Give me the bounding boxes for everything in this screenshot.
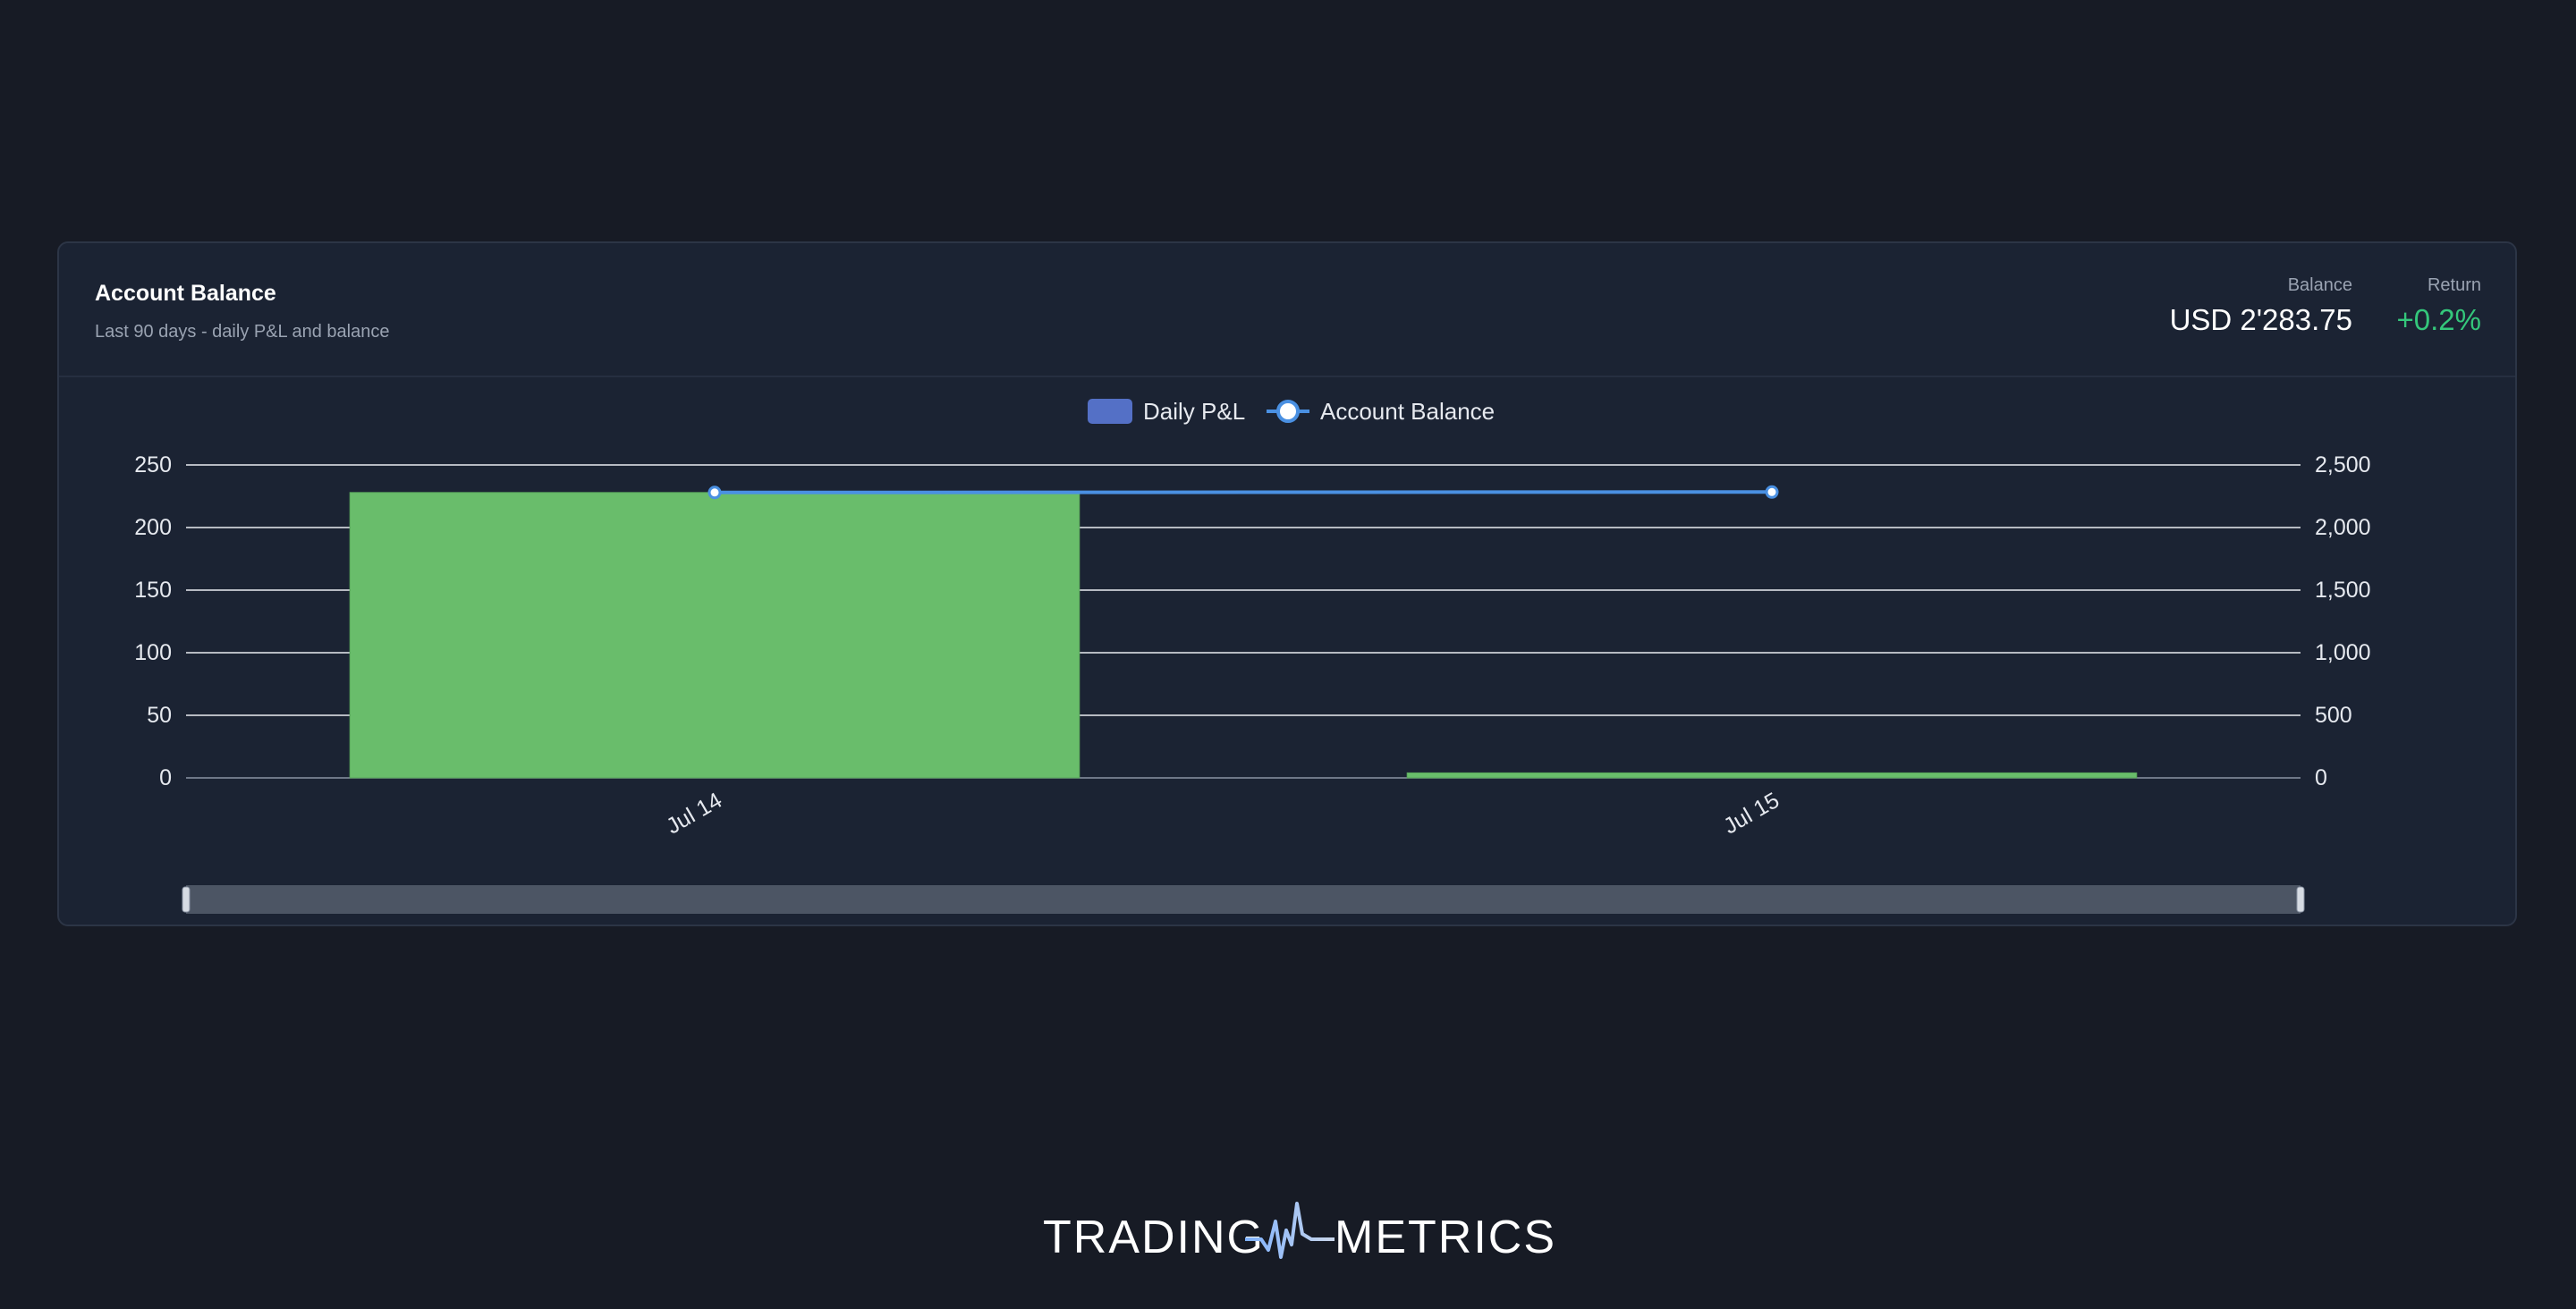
- legend-swatch-pnl[interactable]: [1088, 399, 1132, 424]
- balance-value: USD 2'283.75: [2169, 303, 2352, 336]
- balance-line: [714, 490, 1773, 494]
- left-axis-tick-label: 150: [134, 578, 172, 603]
- logo-text-left: TRADING: [1043, 1212, 1265, 1263]
- left-axis-tick-label: 200: [134, 515, 172, 540]
- left-axis-tick-label: 250: [134, 452, 172, 477]
- trading-metrics-logo: TRADING METRICS: [1043, 1198, 1555, 1270]
- right-axis-tick-label: 1,500: [2315, 578, 2371, 603]
- balance-point[interactable]: [708, 486, 722, 500]
- pulse-icon: [1245, 1202, 1335, 1259]
- card-subtitle: Last 90 days - daily P&L and balance: [95, 322, 390, 342]
- account-balance-card: Account Balance Last 90 days - daily P&L…: [57, 241, 2517, 926]
- right-axis-tick-label: 500: [2315, 703, 2352, 728]
- card-header: Account Balance Last 90 days - daily P&L…: [59, 243, 2515, 377]
- x-axis-tick-label: Jul 15: [1719, 788, 1784, 840]
- balance-chart: 0 50 100 150 200 250 0 500 1,000 1,500 2,000 2,500 J…: [134, 398, 2371, 914]
- legend-label-balance[interactable]: Account Balance: [1320, 398, 1495, 425]
- zoom-slider-handle[interactable]: [182, 886, 191, 913]
- pnl-bar[interactable]: [1406, 772, 2138, 779]
- return-value: +0.2%: [2396, 303, 2482, 336]
- logo-text-right: METRICS: [1335, 1212, 1556, 1263]
- right-axis-tick-label: 0: [2315, 765, 2327, 790]
- return-label: Return: [2427, 275, 2481, 295]
- pnl-bar[interactable]: [349, 492, 1080, 779]
- legend-label-pnl[interactable]: Daily P&L: [1143, 398, 1245, 425]
- return-stat: Return +0.2%: [2397, 275, 2482, 337]
- x-axis-tick-label: Jul 14: [662, 788, 726, 840]
- zoom-slider-handle[interactable]: [2296, 886, 2305, 913]
- left-axis-tick-label: 50: [147, 703, 172, 728]
- left-axis-tick-label: 100: [134, 640, 172, 665]
- right-axis-tick-label: 1,000: [2315, 640, 2371, 665]
- balance-point[interactable]: [1765, 485, 1779, 499]
- left-axis-tick-label: 0: [159, 765, 172, 790]
- zoom-slider-range[interactable]: [186, 885, 2301, 914]
- legend-swatch-balance-marker[interactable]: [1276, 400, 1300, 423]
- card-title: Account Balance: [95, 281, 276, 306]
- balance-stat: Balance USD 2'283.75: [2170, 275, 2352, 337]
- right-axis-tick-label: 2,500: [2315, 452, 2371, 477]
- balance-label: Balance: [2287, 275, 2352, 295]
- right-axis-tick-label: 2,000: [2315, 515, 2371, 540]
